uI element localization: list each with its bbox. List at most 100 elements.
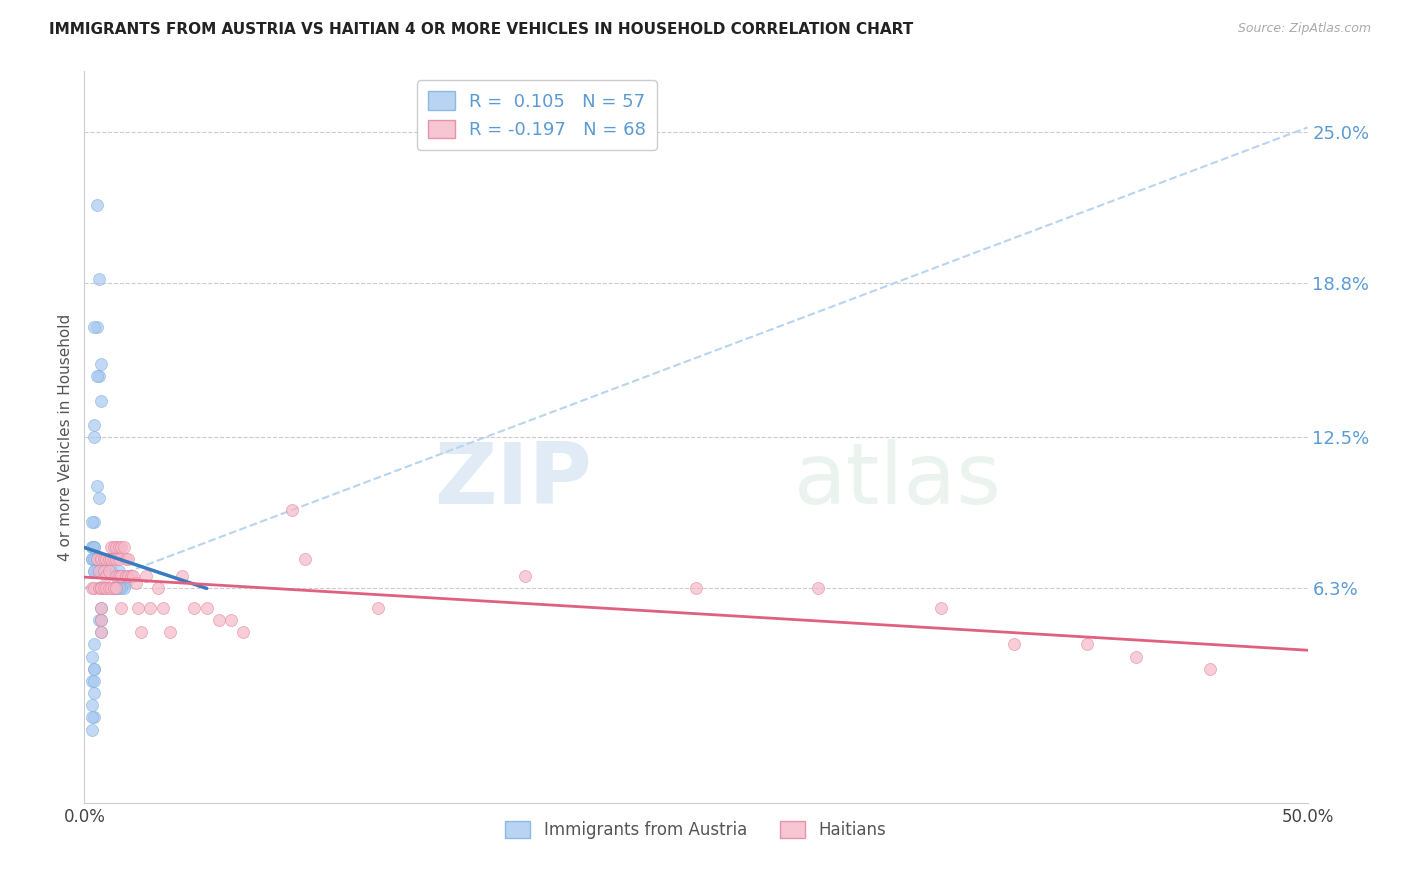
- Point: [80, 552, 103, 566]
- Point: [105, 569, 128, 583]
- Point: [195, 600, 218, 615]
- Point: [83, 564, 105, 578]
- Point: [183, 600, 205, 615]
- Text: IMMIGRANTS FROM AUSTRIA VS HAITIAN 4 OR MORE VEHICLES IN HOUSEHOLD CORRELATION C: IMMIGRANTS FROM AUSTRIA VS HAITIAN 4 OR …: [49, 22, 914, 37]
- Text: atlas: atlas: [794, 440, 1002, 523]
- Point: [97, 552, 120, 566]
- Point: [83, 662, 105, 676]
- Point: [90, 600, 112, 615]
- Point: [110, 581, 132, 595]
- Point: [86, 564, 108, 578]
- Point: [87, 271, 110, 285]
- Point: [110, 569, 132, 583]
- Point: [90, 600, 112, 615]
- Point: [1198, 662, 1220, 676]
- Point: [122, 569, 145, 583]
- Point: [100, 564, 122, 578]
- Point: [87, 369, 110, 384]
- Point: [208, 613, 231, 627]
- Point: [86, 479, 108, 493]
- Point: [83, 564, 105, 578]
- Point: [117, 569, 139, 583]
- Point: [232, 625, 254, 640]
- Point: [83, 540, 105, 554]
- Point: [1125, 649, 1147, 664]
- Point: [146, 581, 169, 595]
- Point: [86, 552, 108, 566]
- Point: [80, 540, 103, 554]
- Point: [100, 581, 122, 595]
- Point: [87, 613, 110, 627]
- Point: [97, 564, 120, 578]
- Point: [103, 540, 125, 554]
- Point: [97, 581, 120, 595]
- Point: [93, 552, 115, 566]
- Point: [105, 552, 128, 566]
- Point: [86, 198, 108, 212]
- Point: [105, 540, 128, 554]
- Point: [93, 552, 115, 566]
- Point: [281, 503, 304, 517]
- Point: [80, 649, 103, 664]
- Point: [90, 613, 112, 627]
- Point: [105, 581, 128, 595]
- Point: [96, 581, 118, 595]
- Point: [86, 369, 108, 384]
- Point: [103, 552, 125, 566]
- Text: Source: ZipAtlas.com: Source: ZipAtlas.com: [1237, 22, 1371, 36]
- Point: [80, 710, 103, 724]
- Point: [125, 576, 148, 591]
- Point: [83, 662, 105, 676]
- Point: [112, 576, 135, 591]
- Point: [83, 320, 105, 334]
- Point: [115, 576, 138, 591]
- Point: [513, 569, 536, 583]
- Point: [107, 581, 129, 595]
- Point: [139, 600, 162, 615]
- Point: [83, 552, 105, 566]
- Point: [96, 569, 118, 583]
- Point: [90, 357, 112, 371]
- Point: [107, 540, 129, 554]
- Point: [929, 600, 952, 615]
- Point: [100, 540, 122, 554]
- Point: [83, 540, 105, 554]
- Point: [86, 552, 108, 566]
- Point: [219, 613, 242, 627]
- Point: [80, 581, 103, 595]
- Point: [90, 613, 112, 627]
- Point: [83, 686, 105, 700]
- Point: [96, 564, 118, 578]
- Point: [107, 564, 129, 578]
- Point: [129, 625, 152, 640]
- Point: [83, 673, 105, 688]
- Point: [115, 569, 138, 583]
- Point: [103, 581, 125, 595]
- Point: [96, 552, 118, 566]
- Point: [135, 569, 157, 583]
- Point: [87, 581, 110, 595]
- Point: [172, 569, 194, 583]
- Point: [107, 569, 129, 583]
- Point: [83, 710, 105, 724]
- Point: [110, 569, 132, 583]
- Point: [1002, 637, 1025, 651]
- Point: [90, 581, 112, 595]
- Point: [83, 516, 105, 530]
- Point: [86, 552, 108, 566]
- Point: [80, 698, 103, 713]
- Point: [90, 552, 112, 566]
- Point: [87, 491, 110, 505]
- Point: [159, 625, 181, 640]
- Point: [152, 600, 174, 615]
- Point: [87, 564, 110, 578]
- Point: [80, 723, 103, 737]
- Point: [90, 393, 112, 408]
- Point: [93, 564, 115, 578]
- Point: [90, 581, 112, 595]
- Point: [367, 600, 389, 615]
- Point: [86, 320, 108, 334]
- Point: [110, 600, 132, 615]
- Point: [90, 625, 112, 640]
- Point: [117, 552, 139, 566]
